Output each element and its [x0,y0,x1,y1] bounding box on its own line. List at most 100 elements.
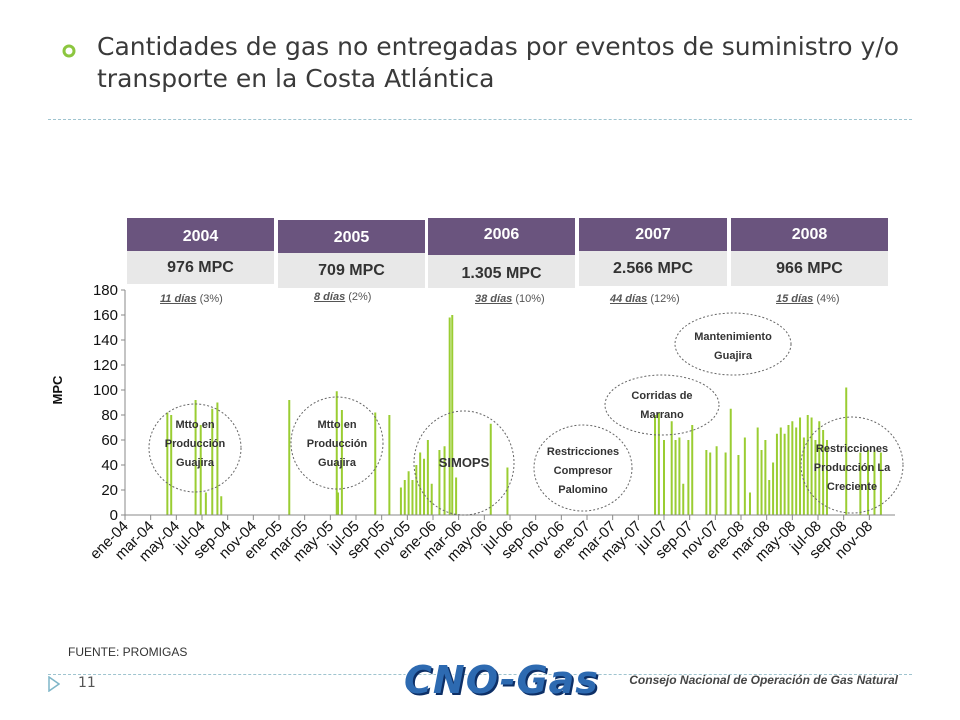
bar [806,415,809,515]
amount-box-2007: 2.566 MPC [579,251,727,286]
x-tick-label: mar-07 [574,518,620,564]
bar [729,408,732,515]
y-tick-label: 180 [93,282,118,299]
bar [194,400,197,515]
annotation-mantenimiento-guajira: Mantenimiento Guajira [674,312,792,376]
x-tick-label: may-08 [752,518,799,565]
amount-box-2004: 976 MPC [127,251,274,284]
page-number: 11 [78,675,96,691]
bar [220,496,223,515]
bar [764,440,767,515]
bar [775,433,778,515]
x-tick-label: mar-05 [266,518,312,564]
council-name: Consejo Nacional de Operación de Gas Nat… [629,673,898,687]
bar [415,465,418,515]
days-count: 8 días [314,291,346,303]
year-box-2006: 2006 [428,218,575,255]
annotation-la-creciente: Restricciones Producción La Creciente [800,416,904,514]
bar [760,450,763,515]
bar [825,440,828,515]
y-tick-label: 20 [101,482,118,499]
bar [443,446,446,515]
bar [691,425,694,515]
days-pct: (12%) [650,293,680,305]
bar [399,487,402,515]
page-title: Cantidades de gas no entregadas por even… [97,32,900,93]
days-info-2004: 11 días (3%) [160,293,223,305]
x-tick-label: may-05 [290,518,337,565]
bar [779,427,782,515]
x-tick-label: ene-07 [549,518,594,563]
bar [199,425,202,515]
bar [682,483,685,515]
y-tick-label: 40 [101,457,118,474]
bar [663,440,665,515]
x-tick-label: sep-04 [190,518,234,562]
page-marker-icon [48,676,60,692]
x-tick-label: jul-04 [170,518,209,557]
bar [814,440,817,515]
bar [654,415,657,515]
year-box-2005: 2005 [278,220,425,253]
days-info-2005: 8 días (2%) [314,291,371,303]
x-tick-label: nov-06 [524,518,568,562]
days-pct: (10%) [515,293,545,305]
days-info-2006: 38 días (10%) [475,293,545,305]
x-tick-label: ene-05 [241,518,286,563]
annotation-corridas-marrano: Corridas de Marrano [604,374,720,436]
bar [709,452,712,515]
bar [374,412,377,515]
bar [772,462,775,515]
year-box-2007: 2007 [579,218,727,251]
x-tick-label: mar-04 [112,518,158,564]
x-tick-label: sep-05 [344,518,388,562]
bullet-icon [62,44,76,58]
bar [426,440,429,515]
bar [795,427,798,515]
x-tick-label: ene-08 [703,518,748,563]
y-tick-label: 60 [101,432,118,449]
x-tick-label: nov-05 [370,518,414,562]
bar [859,452,862,515]
bar [419,452,422,515]
bar [687,440,690,515]
bar [845,387,848,515]
bar [783,433,786,515]
bar [288,400,291,515]
bar [768,480,771,515]
svg-text:SIMOPS: SIMOPS [439,455,490,470]
bar [166,412,169,515]
bar [715,446,718,515]
bar [388,415,391,515]
amount-box-2005: 709 MPC [278,253,425,288]
bar [337,492,340,515]
days-count: 38 días [475,293,513,305]
bar [170,415,173,515]
x-tick-label: jul-07 [632,518,671,557]
days-count: 44 días [610,293,648,305]
amount-box-2006: 1.305 MPC [428,255,575,288]
y-tick-label: 0 [110,507,118,524]
x-tick-label: nov-07 [678,518,722,562]
days-count: 15 días [776,293,814,305]
bar [743,437,746,515]
bar [799,417,802,515]
bar [705,450,708,515]
x-tick-label: may-07 [598,518,645,565]
bar [822,430,825,515]
bar [403,480,406,515]
bar [674,440,677,515]
bar [737,455,740,515]
bar [506,467,509,515]
y-tick-label: 100 [93,382,118,399]
header-divider [48,119,912,120]
days-pct: (3%) [199,293,223,305]
bar [724,452,727,515]
